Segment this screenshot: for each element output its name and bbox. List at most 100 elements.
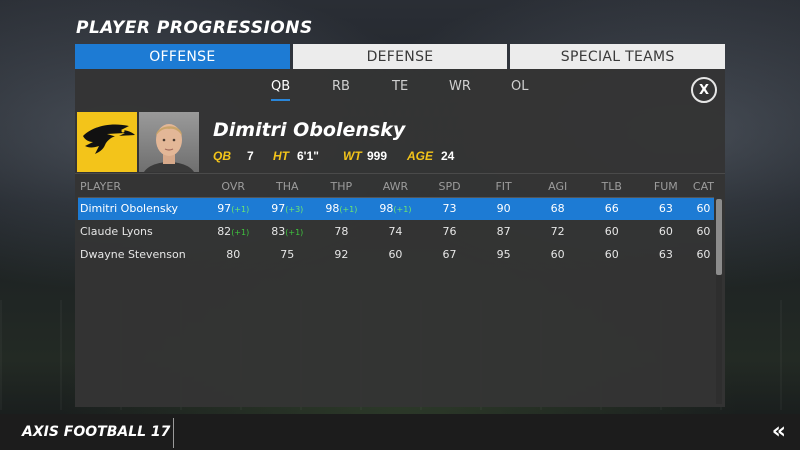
stat-value: 87 <box>496 225 511 238</box>
stat-cell: 78 <box>314 220 368 243</box>
stat-bonus: (+1) <box>231 228 250 237</box>
stat-cell: 72 <box>531 220 585 243</box>
column-header-tlb[interactable]: TLB <box>584 177 639 198</box>
stat-cell: 90 <box>476 197 531 220</box>
column-header-spd[interactable]: SPD <box>422 177 477 198</box>
stat-cell: 60 <box>531 243 585 266</box>
player-portrait <box>139 112 199 172</box>
stat-cell: 92 <box>314 243 368 266</box>
column-header-tha[interactable]: THA <box>260 177 315 198</box>
scrollbar-thumb[interactable] <box>716 199 722 275</box>
stat-cell: 68 <box>530 197 585 220</box>
stat-value: 67 <box>442 248 457 261</box>
tab-special-teams[interactable]: SPECIAL TEAMS <box>510 44 726 69</box>
column-header-fit[interactable]: FIT <box>476 177 531 198</box>
bio-weight: 999 <box>367 149 388 163</box>
stat-value: 98 <box>379 202 394 216</box>
stat-cell: 97(+3) <box>260 197 315 220</box>
player-name-cell: Dimitri Obolensky <box>78 197 207 220</box>
stat-cell: 82(+1) <box>206 220 260 243</box>
column-header-agi[interactable]: AGI <box>530 177 585 198</box>
stat-value: 75 <box>280 248 295 261</box>
stat-bonus: (+1) <box>339 205 358 215</box>
stat-value: 90 <box>496 202 511 216</box>
position-tab-rb[interactable]: RB <box>332 79 350 94</box>
stat-value: 60 <box>696 225 711 238</box>
position-tab-qb[interactable]: QB <box>271 79 291 101</box>
stat-cell: 73 <box>422 197 477 220</box>
eagle-logo-icon <box>83 124 135 154</box>
stat-cell: 80 <box>206 243 260 266</box>
player-name-cell: Claude Lyons <box>80 225 153 238</box>
stat-cell: 63 <box>639 243 693 266</box>
progressions-panel: QB RB TE WR OL X Dimitri Obolensky QB 7 … <box>75 69 725 407</box>
stat-cell: 76 <box>422 220 476 243</box>
game-title: AXIS FOOTBALL 17 <box>22 424 171 440</box>
stat-value: 63 <box>658 202 673 216</box>
stat-value: 74 <box>388 225 403 238</box>
tab-offense[interactable]: OFFENSE <box>75 44 290 69</box>
stat-cell: 74 <box>368 220 422 243</box>
category-tabs: OFFENSE DEFENSE SPECIAL TEAMS <box>75 44 726 69</box>
bio-height: 6'1" <box>297 149 319 163</box>
stat-value: 60 <box>550 248 565 261</box>
stat-bonus: (+3) <box>285 205 304 215</box>
stat-value: 97 <box>217 202 232 216</box>
tab-defense[interactable]: DEFENSE <box>292 44 508 69</box>
stat-value: 72 <box>550 225 565 238</box>
stat-cell: 66 <box>584 197 639 220</box>
column-header-awr[interactable]: AWR <box>368 177 423 198</box>
stat-cell: 60 <box>693 220 714 243</box>
back-button[interactable]: « <box>772 419 786 444</box>
stat-cell: 60 <box>693 243 714 266</box>
table-row[interactable]: Dwayne Stevenson 80 75 92 60 67 95 60 60 63 60 <box>78 243 714 266</box>
stat-value: 60 <box>658 225 673 238</box>
stat-value: 73 <box>442 202 457 216</box>
column-header-cat[interactable]: CAT <box>692 177 714 198</box>
stat-value: 60 <box>696 248 711 261</box>
bio-age: 24 <box>441 149 455 163</box>
position-tab-wr[interactable]: WR <box>449 79 471 94</box>
stat-value: 66 <box>604 202 619 216</box>
close-icon: X <box>698 82 710 98</box>
bio-height-label: HT <box>273 149 289 163</box>
position-tabs: QB RB TE WR OL <box>75 79 725 103</box>
page-title: PLAYER PROGRESSIONS <box>76 18 313 38</box>
bio-weight-label: WT <box>343 149 362 163</box>
table-row[interactable]: Dimitri Obolensky 97(+1) 97(+3) 98(+1) 98(+1… <box>78 197 714 220</box>
stat-cell: 67 <box>422 243 476 266</box>
table-row[interactable]: Claude Lyons 82(+1) 83(+1) 78 74 76 87 72 60 60 60 <box>78 220 714 243</box>
stat-cell: 60 <box>368 243 422 266</box>
stat-cell: 83(+1) <box>260 220 314 243</box>
stat-value: 80 <box>226 248 241 261</box>
stat-value: 60 <box>696 202 711 216</box>
stat-value: 98 <box>325 202 340 216</box>
column-header-fum[interactable]: FUM <box>638 177 693 198</box>
player-name: Dimitri Obolensky <box>213 119 406 141</box>
stat-value: 76 <box>442 225 457 238</box>
stat-cell: 63 <box>638 197 693 220</box>
stat-cell: 98(+1) <box>314 197 369 220</box>
column-header-ovr[interactable]: OVR <box>206 177 261 198</box>
table-header-row: PLAYER OVR THA THP AWR SPD FIT AGI TLB F… <box>78 177 714 198</box>
column-header-player[interactable]: PLAYER <box>78 177 207 198</box>
table-body: Dimitri Obolensky 97(+1) 97(+3) 98(+1) 98(+1… <box>78 197 714 266</box>
stat-bonus: (+1) <box>393 205 412 215</box>
close-button[interactable]: X <box>691 77 717 103</box>
player-name-cell: Dwayne Stevenson <box>80 248 186 261</box>
position-tab-te[interactable]: TE <box>392 79 409 94</box>
stat-value: 92 <box>334 248 349 261</box>
bio-number: 7 <box>247 149 254 163</box>
scrollbar[interactable] <box>716 199 722 404</box>
stat-value: 97 <box>271 202 286 216</box>
stat-value: 82 <box>217 225 232 238</box>
column-header-thp[interactable]: THP <box>314 177 369 198</box>
stat-value: 68 <box>550 202 565 216</box>
stat-cell: 87 <box>477 220 531 243</box>
footer-bar: AXIS FOOTBALL 17 « <box>0 414 800 450</box>
stat-value: 83 <box>271 225 286 238</box>
stat-cell: 60 <box>585 243 639 266</box>
stat-bonus: (+1) <box>285 228 304 237</box>
position-tab-ol[interactable]: OL <box>511 79 529 94</box>
player-headshot-icon <box>144 124 194 172</box>
